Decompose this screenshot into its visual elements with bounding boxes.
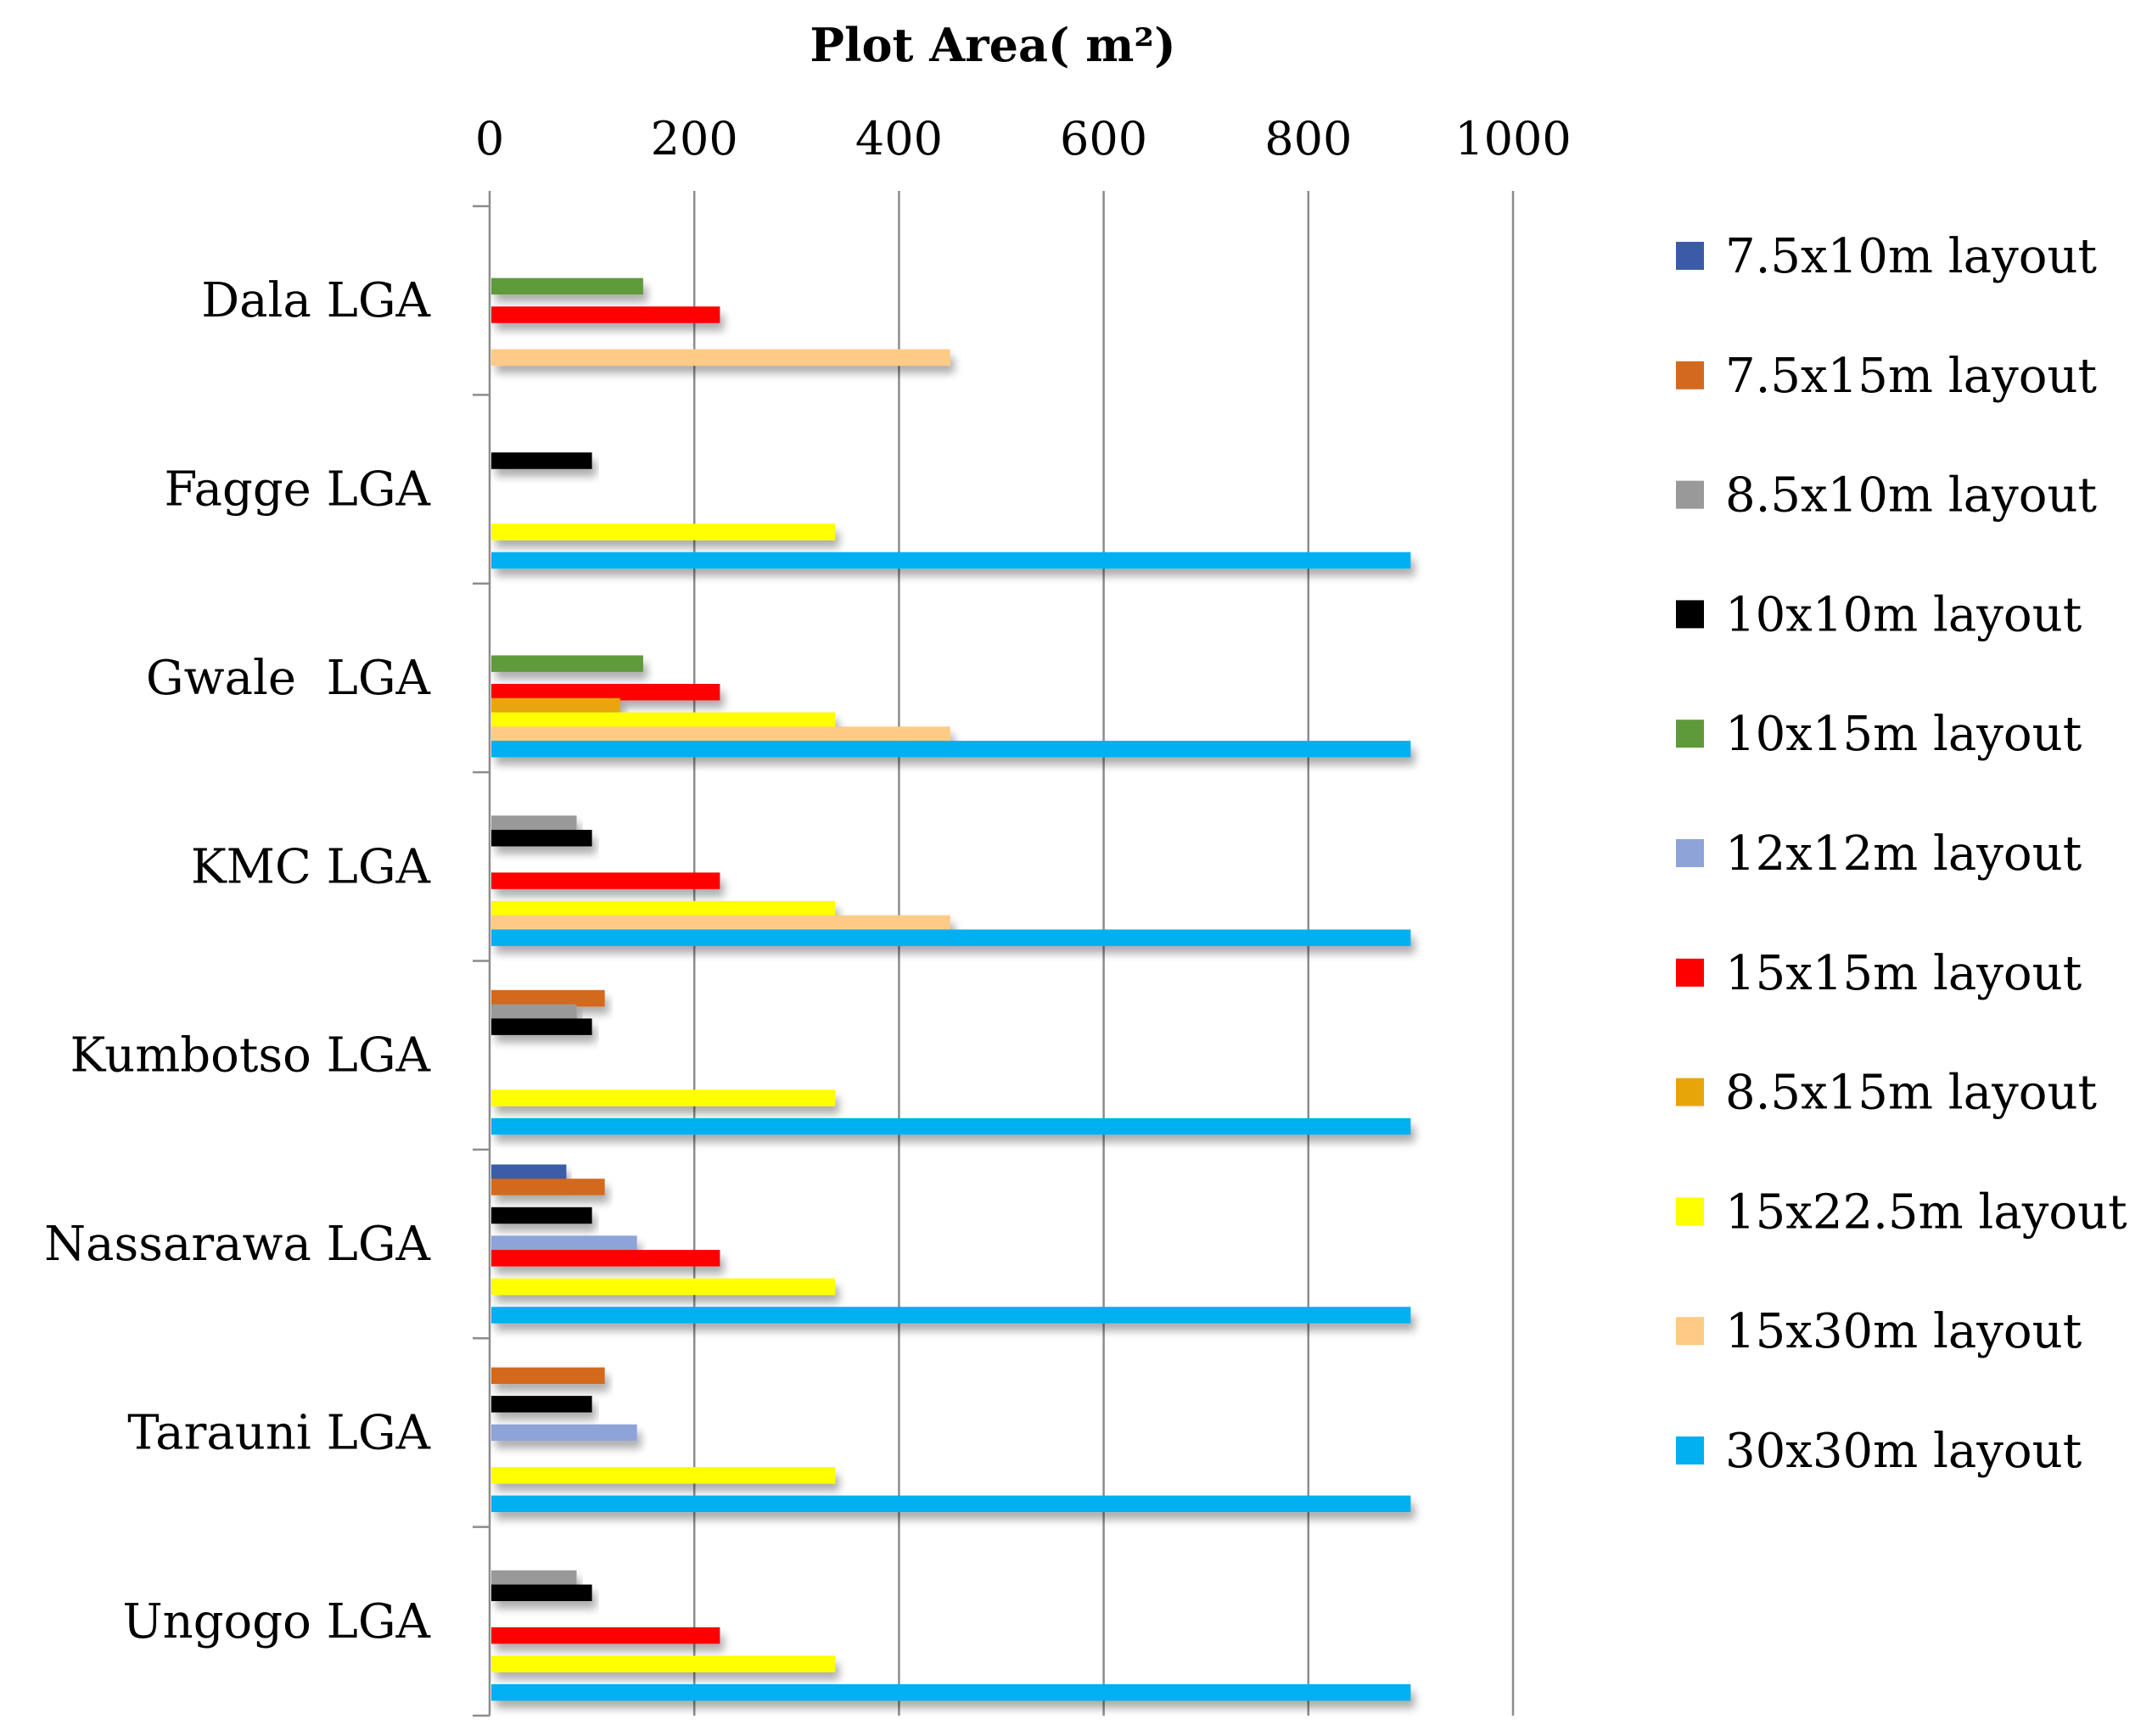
legend-label: 12x12m layout xyxy=(1725,826,2082,882)
legend-label: 8.5x10m layout xyxy=(1725,468,2098,524)
x-tick-label: 400 xyxy=(855,112,943,165)
bar xyxy=(491,306,720,323)
legend-label: 15x30m layout xyxy=(1725,1304,2082,1359)
bar xyxy=(491,1250,720,1267)
bar xyxy=(491,1179,605,1196)
bar xyxy=(491,712,836,730)
category-label: Fagge LGA xyxy=(165,462,431,518)
bar xyxy=(491,1467,836,1484)
gridlines xyxy=(488,191,1515,1716)
bar xyxy=(491,552,1411,569)
legend-swatch xyxy=(1676,1317,1704,1346)
bar xyxy=(491,1396,592,1413)
chart-title: Plot Area( m²) xyxy=(810,18,1175,72)
category-label: Dala LGA xyxy=(201,273,430,328)
legend-label: 10x10m layout xyxy=(1725,587,2082,642)
bar xyxy=(491,1307,1411,1324)
bar xyxy=(491,1424,637,1442)
bar xyxy=(491,1278,836,1296)
x-tick-label: 800 xyxy=(1264,112,1352,165)
bar xyxy=(491,1235,637,1252)
legend-swatch xyxy=(1676,1197,1704,1226)
bar xyxy=(491,277,643,295)
legend-swatch xyxy=(1676,1436,1704,1464)
bar xyxy=(491,683,720,701)
y-axis xyxy=(473,204,491,1717)
legend-label: 7.5x10m layout xyxy=(1725,229,2098,284)
x-tick-label: 200 xyxy=(651,112,738,165)
bar xyxy=(491,726,950,743)
bar xyxy=(491,524,836,540)
bar xyxy=(491,697,620,715)
bars xyxy=(491,277,1411,1701)
bar xyxy=(491,1018,592,1035)
bar xyxy=(491,1004,577,1022)
legend-swatch xyxy=(1676,720,1704,748)
legend-label: 15x15m layout xyxy=(1725,946,2082,1001)
bar xyxy=(491,1584,592,1601)
bar xyxy=(491,1627,720,1644)
bar xyxy=(491,872,720,889)
legend-swatch xyxy=(1676,480,1704,509)
bar xyxy=(491,915,950,932)
bar xyxy=(491,989,605,1007)
legend-label: 7.5x15m layout xyxy=(1725,349,2098,404)
bar xyxy=(491,929,1411,946)
x-tick-label: 600 xyxy=(1060,112,1147,165)
legend: 7.5x10m layout 7.5x15m layout 8.5x10m layo… xyxy=(1676,229,2127,1479)
legend-label: 15x22.5m layout xyxy=(1725,1184,2127,1240)
bar xyxy=(491,1570,577,1588)
bar xyxy=(491,655,643,672)
category-label: Kumbotso LGA xyxy=(70,1028,431,1084)
category-labels: Dala LGA Fagge LGA Gwale LGA KMC LGA Kumbots… xyxy=(44,273,430,1649)
category-label: Tarauni LGA xyxy=(127,1405,430,1460)
legend-label: 8.5x15m layout xyxy=(1725,1066,2098,1121)
bar xyxy=(491,815,577,832)
legend-swatch xyxy=(1676,958,1704,987)
legend-label: 30x30m layout xyxy=(1725,1424,2082,1479)
legend-label: 10x15m layout xyxy=(1725,707,2082,762)
bar xyxy=(491,452,592,469)
legend-swatch xyxy=(1676,600,1704,629)
bar xyxy=(491,1683,1411,1701)
bar xyxy=(491,1089,836,1106)
bar xyxy=(491,1117,1411,1135)
legend-swatch xyxy=(1676,1078,1704,1106)
bar xyxy=(491,900,836,918)
bar xyxy=(491,830,592,847)
category-label: Nassarawa LGA xyxy=(44,1217,430,1272)
bar xyxy=(491,1655,836,1672)
legend-swatch xyxy=(1676,839,1704,867)
bar xyxy=(491,1207,592,1224)
bar xyxy=(491,741,1411,758)
bar xyxy=(491,349,950,367)
x-tick-label: 0 xyxy=(475,112,504,165)
legend-swatch xyxy=(1676,361,1704,389)
bar xyxy=(491,1164,567,1181)
legend-swatch xyxy=(1676,242,1704,270)
category-label: KMC LGA xyxy=(191,839,431,894)
x-tick-label: 1000 xyxy=(1454,112,1571,165)
category-label: Ungogo LGA xyxy=(122,1594,430,1649)
x-axis-ticks: 0 200 400 600 800 1000 xyxy=(475,112,1572,165)
bar xyxy=(491,1495,1411,1513)
category-label: Gwale LGA xyxy=(146,651,431,706)
bar xyxy=(491,1367,605,1385)
